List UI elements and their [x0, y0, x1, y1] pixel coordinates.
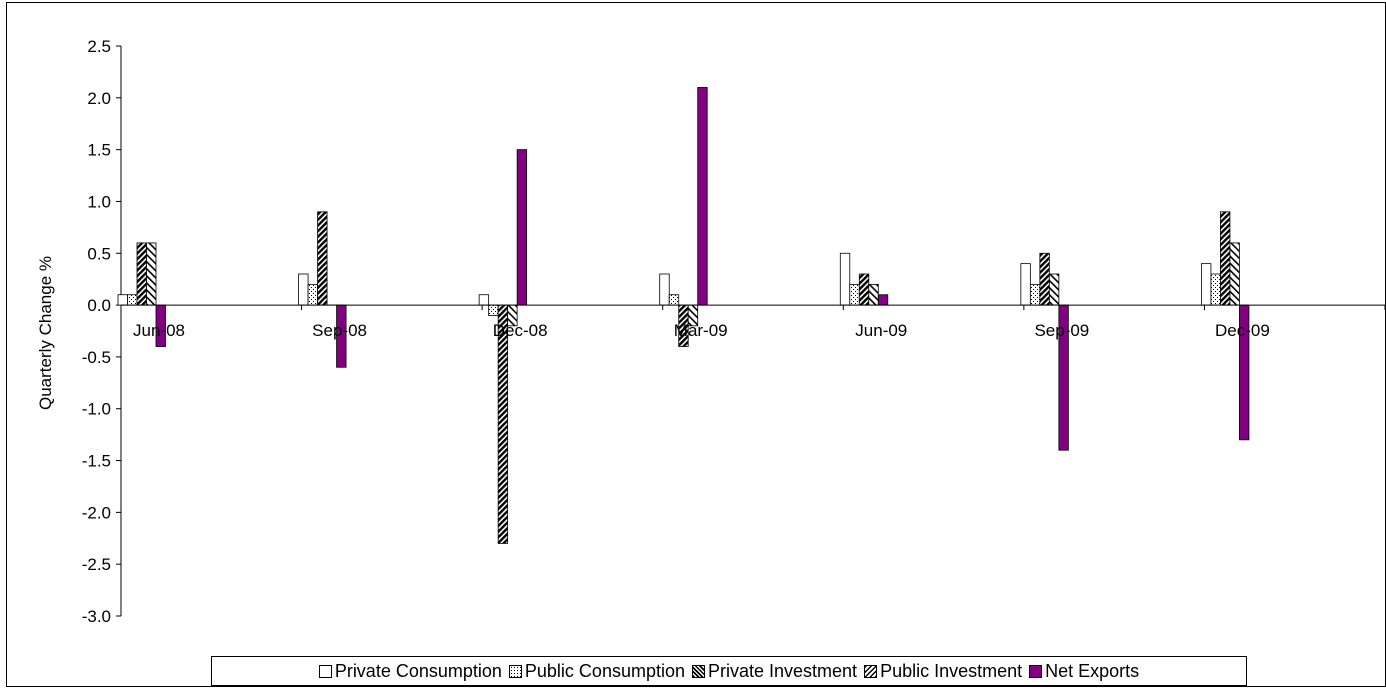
bar-private-consumption-dec-09: [1201, 263, 1212, 306]
bar-public-consumption-dec-08: [488, 304, 499, 316]
bar-net-exports-jun-09: [877, 294, 889, 306]
x-tick-label: Mar-09: [674, 321, 728, 340]
bar-public-consumption-jun-09: [849, 283, 860, 306]
bar-private-consumption-jun-08: [117, 294, 128, 306]
bar-public-consumption-mar-09: [668, 294, 680, 306]
y-tick-label: 2.5: [87, 37, 111, 56]
y-tick-label: 2.0: [87, 89, 111, 108]
chart-frame: Quarterly Change % 2.5 2.0 1.5 1.0 0.5 0.0 -0.…: [6, 2, 1386, 687]
legend-entry-public-investment: Public Investment: [864, 661, 1022, 682]
chart-legend: Private Consumption Public Consumption Pri…: [211, 656, 1247, 686]
bar-private-investment-jun-08: [136, 242, 147, 306]
legend-entry-public-consumption: Public Consumption: [508, 660, 685, 682]
legend-label-private-investment: Private Investment: [708, 660, 858, 681]
y-tick-label: -2.5: [82, 555, 111, 574]
bar-private-investment-dec-09: [1220, 211, 1231, 306]
bar-public-consumption-sep-08: [307, 283, 318, 306]
bar-net-exports-mar-09: [697, 87, 708, 306]
legend-entry-private-consumption: Private Consumption: [318, 660, 502, 682]
legend-swatch-private-investment: [692, 664, 705, 678]
y-tick-label: -1.0: [82, 400, 111, 419]
bar-private-investment-jun-09: [858, 273, 870, 306]
x-tick-label: Jun-08: [133, 321, 185, 340]
bar-private-consumption-dec-08: [478, 294, 490, 306]
y-tick-label: 1.5: [87, 141, 111, 160]
bar-private-consumption-sep-09: [1020, 263, 1031, 306]
legend-swatch-private-consumption: [318, 664, 332, 678]
bar-private-investment-sep-08: [317, 211, 328, 306]
bar-private-consumption-jun-09: [839, 252, 851, 306]
bar-private-investment-sep-09: [1039, 252, 1050, 306]
bar-public-investment-sep-09: [1048, 273, 1060, 306]
bar-public-consumption-jun-08: [127, 294, 138, 306]
bar-public-consumption-sep-09: [1029, 283, 1041, 306]
x-tick-label: Sep-08: [312, 321, 367, 340]
bar-chart: Quarterly Change % 2.5 2.0 1.5 1.0 0.5 0.0 -0.…: [36, 37, 1385, 626]
bar-private-consumption-sep-08: [298, 273, 309, 306]
legend-label-public-consumption: Public Consumption: [524, 660, 685, 681]
x-tick-label: Dec-09: [1215, 321, 1270, 340]
bar-private-investment-dec-08: [497, 304, 509, 544]
x-tick-label: Sep-09: [1034, 321, 1089, 340]
y-tick-label: -0.5: [82, 348, 111, 367]
y-tick-label: -3.0: [82, 607, 111, 626]
bar-private-consumption-mar-09: [659, 273, 670, 306]
y-tick-label: 0.0: [87, 296, 111, 315]
x-tick-label: Jun-09: [855, 321, 907, 340]
legend-swatch-public-investment: [864, 664, 878, 678]
bar-public-investment-jun-09: [868, 283, 879, 306]
x-tick-label: Dec-08: [493, 321, 548, 340]
y-tick-label: -1.5: [82, 452, 111, 471]
legend-swatch-public-consumption: [508, 664, 522, 678]
bar-net-exports-dec-08: [516, 149, 528, 306]
legend-label-net-exports: Net Exports: [1045, 660, 1140, 681]
bar-public-consumption-dec-09: [1210, 273, 1221, 306]
legend-swatch-net-exports: [1029, 664, 1043, 678]
y-tick-label: -2.0: [82, 503, 111, 522]
legend-label-private-consumption: Private Consumption: [334, 660, 502, 681]
bar-public-investment-jun-08: [146, 242, 157, 306]
legend-label-public-investment: Public Investment: [880, 660, 1023, 681]
y-tick-label: 0.5: [87, 244, 111, 263]
bar-public-investment-dec-09: [1229, 242, 1240, 306]
legend-entry-private-investment: Private Investment: [692, 661, 857, 682]
legend-entry-net-exports: Net Exports: [1029, 661, 1139, 682]
y-axis-title: Quarterly Change %: [36, 256, 55, 410]
y-tick-label: 1.0: [87, 192, 111, 211]
